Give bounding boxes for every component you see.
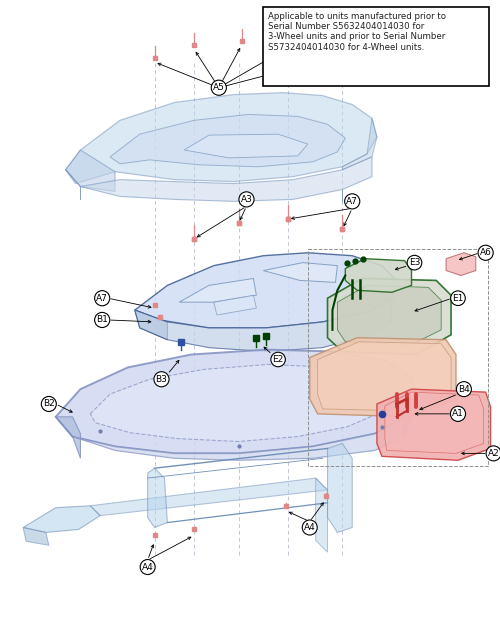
Polygon shape: [135, 298, 392, 351]
Polygon shape: [66, 150, 115, 192]
FancyBboxPatch shape: [264, 7, 488, 85]
Polygon shape: [23, 506, 100, 532]
Text: A7: A7: [346, 197, 358, 206]
Polygon shape: [148, 468, 168, 527]
Polygon shape: [180, 279, 256, 302]
Text: E3: E3: [409, 258, 420, 267]
Text: A6: A6: [480, 248, 492, 257]
Polygon shape: [23, 527, 49, 545]
Text: E1: E1: [452, 294, 464, 303]
Text: Applicable to units manufactured prior to
Serial Number S5632404014030 for
3-Whe: Applicable to units manufactured prior t…: [268, 11, 446, 52]
Polygon shape: [404, 397, 416, 437]
Polygon shape: [56, 417, 405, 460]
Text: A4: A4: [304, 523, 316, 532]
Text: A5: A5: [213, 83, 224, 92]
Polygon shape: [328, 279, 451, 354]
Polygon shape: [66, 92, 377, 184]
Polygon shape: [66, 157, 372, 201]
Text: A7: A7: [96, 294, 108, 303]
Polygon shape: [264, 263, 338, 282]
Text: A1: A1: [452, 410, 464, 418]
Polygon shape: [385, 392, 484, 453]
Text: B3: B3: [156, 375, 168, 384]
Polygon shape: [90, 478, 328, 516]
Polygon shape: [310, 338, 456, 417]
Polygon shape: [342, 118, 377, 170]
Text: B1: B1: [96, 315, 108, 325]
Polygon shape: [316, 478, 328, 552]
Polygon shape: [56, 349, 416, 453]
Text: E2: E2: [272, 355, 283, 364]
Polygon shape: [346, 259, 412, 292]
Text: A3: A3: [240, 195, 252, 204]
Text: B4: B4: [458, 385, 470, 394]
Text: A2: A2: [488, 449, 500, 458]
Polygon shape: [90, 365, 385, 441]
Polygon shape: [318, 342, 451, 411]
Text: A4: A4: [142, 563, 154, 572]
Polygon shape: [328, 444, 352, 532]
Polygon shape: [377, 389, 490, 460]
Polygon shape: [56, 417, 80, 458]
Polygon shape: [214, 295, 256, 315]
Polygon shape: [338, 285, 441, 344]
Polygon shape: [110, 115, 346, 166]
Polygon shape: [446, 253, 476, 275]
Polygon shape: [184, 134, 308, 158]
Polygon shape: [135, 310, 168, 340]
Polygon shape: [135, 253, 396, 328]
Text: B2: B2: [43, 399, 54, 408]
